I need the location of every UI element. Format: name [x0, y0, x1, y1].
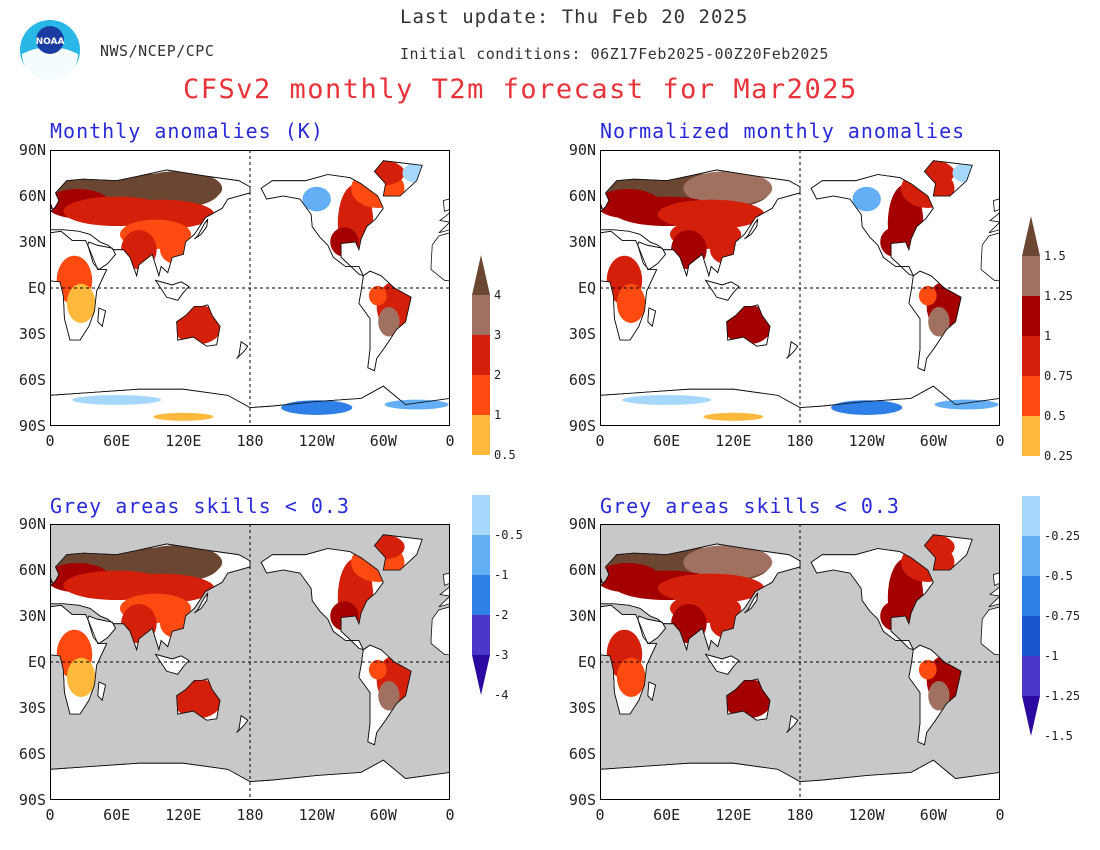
colorbar-tick-label: 0.5 — [1044, 409, 1066, 423]
lat-tick-label: 90S — [568, 417, 596, 435]
map-panel-norm — [600, 150, 1000, 426]
lat-tick-label: 30N — [18, 607, 46, 625]
colorbar-tick-label: -0.5 — [494, 528, 523, 542]
lat-tick-label: EQ — [577, 653, 596, 671]
colorbar-tick-label: 1 — [494, 408, 501, 422]
lon-tick-label: 60W — [919, 806, 947, 824]
colorbar-tick-label: -0.75 — [1044, 609, 1080, 623]
lat-tick-label: 90S — [18, 791, 46, 809]
lat-tick-label: 60N — [568, 187, 596, 205]
lon-tick-label: 60W — [919, 432, 947, 450]
lon-tick-label: 0 — [45, 432, 55, 450]
lon-tick-label: 180 — [236, 806, 264, 824]
lat-tick-label: 30N — [568, 233, 596, 251]
lat-tick-label: 90S — [18, 417, 46, 435]
noaa-logo-icon: NOAA — [20, 20, 80, 82]
lon-tick-label: 120W — [298, 432, 335, 450]
colorbar-tick-label: -0.5 — [1044, 569, 1073, 583]
agency-label: NWS/NCEP/CPC — [100, 42, 215, 60]
lat-tick-label: 90N — [18, 515, 46, 533]
colorbar-tick-label: 1 — [1044, 329, 1051, 343]
lon-tick-label: 180 — [786, 432, 814, 450]
lon-tick-label: 60E — [653, 432, 681, 450]
lat-tick-label: 90N — [18, 141, 46, 159]
colorbar-tick-label: 3 — [494, 328, 501, 342]
lon-tick-label: 180 — [236, 432, 264, 450]
lon-tick-label: 180 — [786, 806, 814, 824]
colorbar-tick-label: 0.5 — [494, 448, 516, 462]
colorbar-tick-label: -1 — [494, 568, 508, 582]
lat-tick-label: 30S — [568, 699, 596, 717]
initial-conditions: Initial conditions: 06Z17Feb2025-00Z20Fe… — [400, 45, 829, 63]
lon-tick-label: 60W — [369, 806, 397, 824]
colorbar-tick-label: 1.5 — [1044, 249, 1066, 263]
lat-tick-label: 60S — [568, 371, 596, 389]
panel-title-raw: Monthly anomalies (K) — [50, 119, 324, 143]
page-title: CFSv2 monthly T2m forecast for Mar2025 — [183, 74, 858, 105]
lon-tick-label: 120W — [298, 806, 335, 824]
lon-tick-label: 120W — [848, 432, 885, 450]
map-panel-norm-masked — [600, 524, 1000, 800]
lat-tick-label: 90S — [568, 791, 596, 809]
last-update: Last update: Thu Feb 20 2025 — [400, 6, 749, 28]
lon-tick-label: 60E — [103, 432, 131, 450]
lon-tick-label: 60W — [369, 432, 397, 450]
colorbar-normalized: 1.5 1.25 1 0.75 0.5 0.25 -0.25 -0.5 -0.75 -1 -1.25… — [1022, 216, 1080, 742]
lon-tick-label: 0 — [595, 432, 605, 450]
colorbar-tick-label: -0.25 — [1044, 529, 1080, 543]
lon-tick-label: 120E — [165, 806, 202, 824]
colorbar-tick-label: -1 — [1044, 649, 1058, 663]
lat-tick-label: 60S — [568, 745, 596, 763]
colorbar-tick-label: -1.5 — [1044, 729, 1073, 742]
lon-tick-label: 120E — [715, 432, 752, 450]
map-panel-raw-masked — [50, 524, 450, 800]
lon-tick-label: 0 — [445, 432, 455, 450]
lon-tick-label: 0 — [45, 806, 55, 824]
lon-tick-label: 0 — [595, 806, 605, 824]
noaa-logo: NOAA — [18, 18, 82, 82]
lat-tick-label: 90N — [568, 141, 596, 159]
map-panel-raw — [50, 150, 450, 426]
lon-tick-label: 0 — [995, 806, 1005, 824]
colorbar-tick-label: 4 — [494, 288, 501, 302]
lat-tick-label: 60N — [18, 187, 46, 205]
colorbar-tick-label: -1.25 — [1044, 689, 1080, 703]
lon-tick-label: 0 — [445, 806, 455, 824]
lon-tick-label: 120E — [715, 806, 752, 824]
lat-tick-label: 60S — [18, 745, 46, 763]
colorbar-tick-label: -2 — [494, 608, 508, 622]
colorbar-tick-label: -4 — [494, 688, 508, 700]
lat-tick-label: 60S — [18, 371, 46, 389]
lat-tick-label: 90N — [568, 515, 596, 533]
lat-tick-label: EQ — [27, 653, 46, 671]
colorbar-tick-label: 1.25 — [1044, 289, 1073, 303]
colorbar-tick-label: 2 — [494, 368, 501, 382]
lat-tick-label: 60N — [568, 561, 596, 579]
lat-tick-label: 30N — [568, 607, 596, 625]
panel-title-norm: Normalized monthly anomalies — [600, 119, 966, 143]
lat-tick-label: 30S — [18, 325, 46, 343]
lon-tick-label: 0 — [995, 432, 1005, 450]
panel-title-raw-masked: Grey areas skills < 0.3 — [50, 494, 350, 518]
lat-tick-label: 30N — [18, 233, 46, 251]
lat-tick-label: EQ — [27, 279, 46, 297]
lon-tick-label: 120E — [165, 432, 202, 450]
svg-text:NOAA: NOAA — [36, 37, 65, 47]
lon-tick-label: 60E — [653, 806, 681, 824]
colorbar-tick-label: 0.25 — [1044, 449, 1073, 463]
lon-tick-label: 60E — [103, 806, 131, 824]
lat-tick-label: EQ — [577, 279, 596, 297]
lat-tick-label: 30S — [568, 325, 596, 343]
lon-tick-label: 120W — [848, 806, 885, 824]
panel-title-norm-masked: Grey areas skills < 0.3 — [600, 494, 900, 518]
colorbar-tick-label: -3 — [494, 648, 508, 662]
lat-tick-label: 30S — [18, 699, 46, 717]
lat-tick-label: 60N — [18, 561, 46, 579]
colorbar-tick-label: 0.75 — [1044, 369, 1073, 383]
colorbar-kelvin: 4 3 2 1 0.5 -0.5 -1 -2 -3 -4 — [472, 255, 523, 700]
